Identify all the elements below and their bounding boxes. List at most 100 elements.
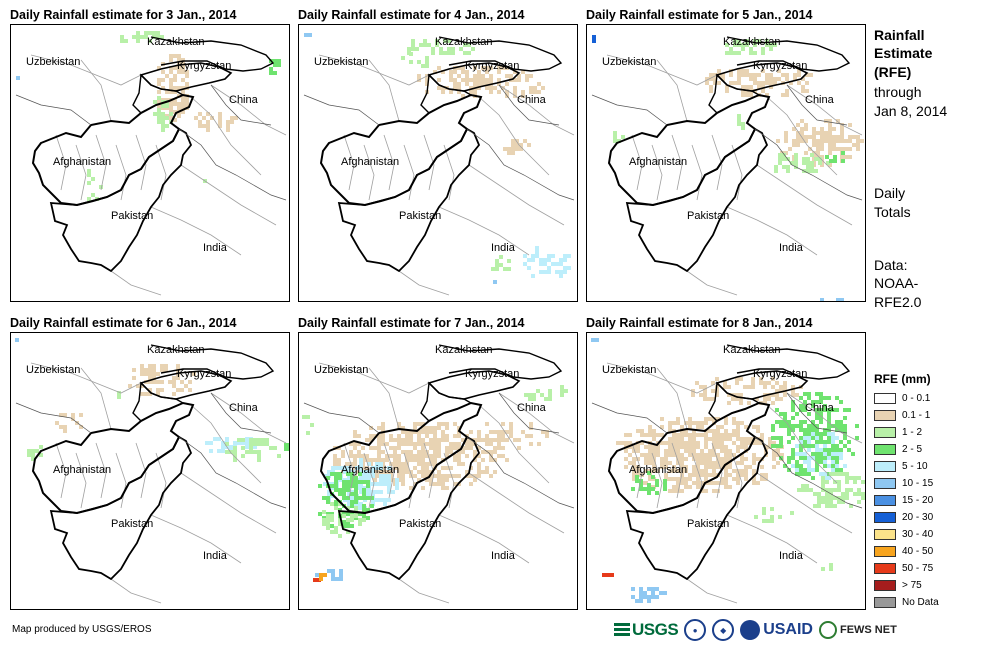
rain-cell bbox=[375, 482, 379, 486]
boundary-line bbox=[756, 164, 853, 226]
rain-cell bbox=[156, 388, 160, 392]
rain-cell bbox=[716, 465, 720, 469]
rain-cell bbox=[334, 476, 338, 480]
boundary-line bbox=[731, 144, 743, 201]
rain-cell bbox=[381, 438, 385, 442]
rain-cell bbox=[688, 477, 692, 481]
rain-cell bbox=[413, 482, 417, 486]
rain-cell bbox=[349, 442, 353, 446]
rain-cell bbox=[843, 428, 847, 432]
rain-cell bbox=[353, 454, 357, 458]
rain-cell bbox=[620, 441, 624, 445]
rain-cell bbox=[835, 420, 839, 424]
rain-cell bbox=[165, 90, 169, 94]
rain-cell bbox=[791, 464, 795, 468]
rain-cell bbox=[120, 39, 124, 43]
rain-cell bbox=[445, 474, 449, 478]
rain-cell bbox=[499, 255, 503, 259]
rain-cell bbox=[811, 468, 815, 472]
rain-cell bbox=[636, 445, 640, 449]
rain-cell bbox=[803, 420, 807, 424]
rain-cell bbox=[241, 446, 245, 450]
rain-cell bbox=[621, 135, 625, 139]
rain-cell bbox=[664, 461, 668, 465]
rain-cell bbox=[816, 139, 820, 143]
rain-cell bbox=[724, 481, 728, 485]
rain-cell bbox=[632, 465, 636, 469]
rain-cell bbox=[672, 421, 676, 425]
rain-cell bbox=[524, 393, 528, 397]
rain-cell bbox=[744, 469, 748, 473]
rain-cell bbox=[737, 43, 741, 47]
map-label-china: China bbox=[517, 94, 547, 106]
rain-cell bbox=[756, 457, 760, 461]
rain-cell bbox=[803, 432, 807, 436]
rain-cell bbox=[308, 33, 312, 37]
rain-cell bbox=[708, 457, 712, 461]
rain-cell bbox=[676, 417, 680, 421]
rain-cell bbox=[477, 470, 481, 474]
boundary-line bbox=[403, 452, 415, 509]
neighbor-border bbox=[754, 436, 863, 509]
rain-cell bbox=[815, 416, 819, 420]
rainfall-map[interactable]: Kazakhstan Uzbekistan Kyrgyzstan China Afgha… bbox=[586, 24, 866, 302]
rain-cell bbox=[728, 453, 732, 457]
rain-cell bbox=[668, 453, 672, 457]
rain-cell bbox=[775, 436, 779, 440]
rain-cell bbox=[505, 74, 509, 78]
rain-cell bbox=[315, 573, 319, 577]
boundary-line bbox=[55, 134, 67, 191]
rain-cell bbox=[441, 70, 445, 74]
rainfall-map[interactable]: Kazakhstan Uzbekistan Kyrgyzstan China Afgha… bbox=[298, 332, 578, 610]
rain-cell bbox=[795, 472, 799, 476]
rain-cell bbox=[845, 488, 849, 492]
rain-cell bbox=[441, 478, 445, 482]
rain-cell bbox=[265, 438, 269, 442]
rain-cell bbox=[829, 159, 833, 163]
rain-cell bbox=[732, 453, 736, 457]
rain-cell bbox=[692, 433, 696, 437]
rain-cell bbox=[837, 496, 841, 500]
rain-cell bbox=[827, 452, 831, 456]
rain-cell bbox=[772, 457, 776, 461]
rain-cell bbox=[288, 447, 289, 451]
rain-cell bbox=[796, 123, 800, 127]
rain-cell bbox=[812, 131, 816, 135]
boundary-line bbox=[711, 442, 723, 499]
rain-cell bbox=[497, 70, 501, 74]
rain-cell bbox=[437, 470, 441, 474]
rain-cell bbox=[700, 489, 704, 493]
rain-cell bbox=[161, 104, 165, 108]
rain-cell bbox=[477, 438, 481, 442]
rain-cell bbox=[350, 504, 354, 508]
rain-cell bbox=[465, 78, 469, 82]
rain-cell bbox=[857, 488, 861, 492]
rain-cell bbox=[700, 425, 704, 429]
rain-cell bbox=[704, 461, 708, 465]
rain-cell bbox=[740, 469, 744, 473]
usgs-logo: USGS bbox=[614, 620, 679, 640]
rain-cell bbox=[769, 81, 773, 85]
rain-cell bbox=[477, 462, 481, 466]
rain-cell bbox=[461, 446, 465, 450]
rain-cell bbox=[543, 258, 547, 262]
rain-cell bbox=[772, 441, 776, 445]
rain-cell bbox=[136, 384, 140, 388]
rain-cell bbox=[756, 481, 760, 485]
rain-cell bbox=[181, 90, 185, 94]
rain-cell bbox=[144, 368, 148, 372]
rain-cell bbox=[655, 483, 659, 487]
rain-cell bbox=[656, 445, 660, 449]
rain-cell bbox=[833, 496, 837, 500]
rainfall-map[interactable]: Kazakhstan Uzbekistan Kyrgyzstan China Afgha… bbox=[10, 332, 290, 610]
rain-cell bbox=[774, 169, 778, 173]
rainfall-map[interactable]: Kazakhstan Uzbekistan Kyrgyzstan China Afgha… bbox=[586, 332, 866, 610]
rain-cell bbox=[832, 139, 836, 143]
rainfall-map[interactable]: Kazakhstan Uzbekistan Kyrgyzstan China Afgha… bbox=[10, 24, 290, 302]
rain-cell bbox=[737, 77, 741, 81]
rain-cell bbox=[567, 254, 571, 258]
rain-cell bbox=[218, 124, 222, 128]
rain-cell bbox=[525, 74, 529, 78]
rainfall-map[interactable]: Kazakhstan Uzbekistan Kyrgyzstan China Afgha… bbox=[298, 24, 578, 302]
rain-cell bbox=[851, 452, 855, 456]
